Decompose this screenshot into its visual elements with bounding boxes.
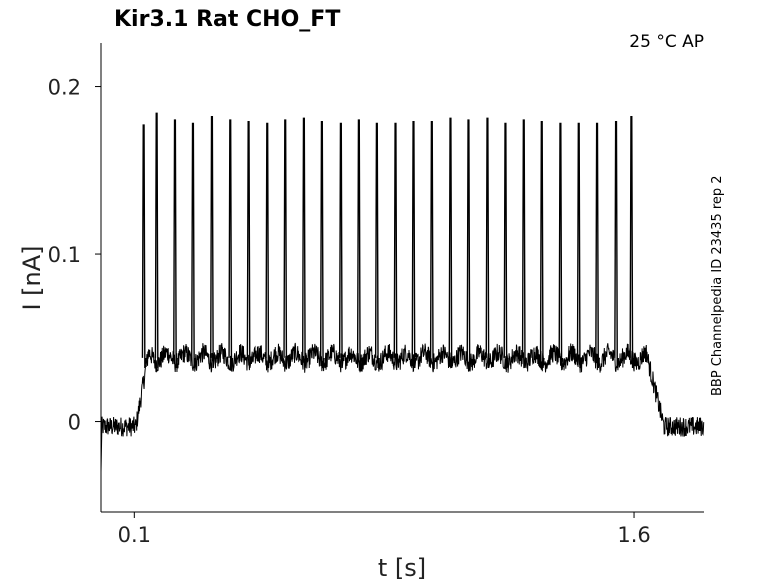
spike — [448, 117, 454, 369]
x-axis-label: t [s] — [378, 554, 426, 582]
spike — [521, 119, 527, 369]
spike — [356, 119, 362, 369]
spike-group — [141, 112, 635, 369]
current-trace-line — [100, 342, 705, 472]
condition-label: 25 °C AP — [629, 32, 704, 52]
spike — [466, 119, 472, 369]
spike — [228, 119, 234, 369]
spike — [503, 122, 509, 369]
channelpedia-id-label: BBP Channelpedia ID 23435 rep 2 — [710, 175, 725, 396]
spike — [411, 121, 417, 369]
spike — [301, 117, 307, 369]
spike — [246, 121, 252, 369]
spike — [393, 122, 399, 369]
spike — [154, 112, 160, 369]
spike — [374, 122, 380, 369]
spike — [141, 124, 147, 369]
y-tick-label: 0.1 — [48, 243, 81, 267]
spike — [265, 122, 271, 369]
y-tick-labels: 0 0.1 0.2 — [48, 76, 101, 435]
x-tick-label: 1.6 — [617, 523, 650, 547]
y-tick-label: 0 — [68, 411, 81, 435]
spike — [338, 122, 344, 369]
y-tick-label: 0.2 — [48, 76, 81, 100]
spike — [614, 121, 619, 369]
spike — [539, 121, 545, 369]
spike — [629, 116, 635, 369]
chart-title: Kir3.1 Rat CHO_FT — [114, 7, 340, 32]
x-tick-labels: 0.1 1.6 — [118, 512, 651, 547]
spike — [558, 122, 564, 369]
spike — [319, 121, 325, 369]
spike — [173, 119, 178, 369]
y-axis-label: I [nA] — [18, 245, 46, 310]
spike — [485, 117, 491, 369]
x-tick-label: 0.1 — [118, 523, 151, 547]
spike — [576, 122, 582, 369]
spike — [283, 119, 289, 369]
spike — [429, 121, 435, 369]
spike — [191, 122, 196, 369]
spike — [210, 116, 215, 369]
spike — [595, 122, 600, 369]
